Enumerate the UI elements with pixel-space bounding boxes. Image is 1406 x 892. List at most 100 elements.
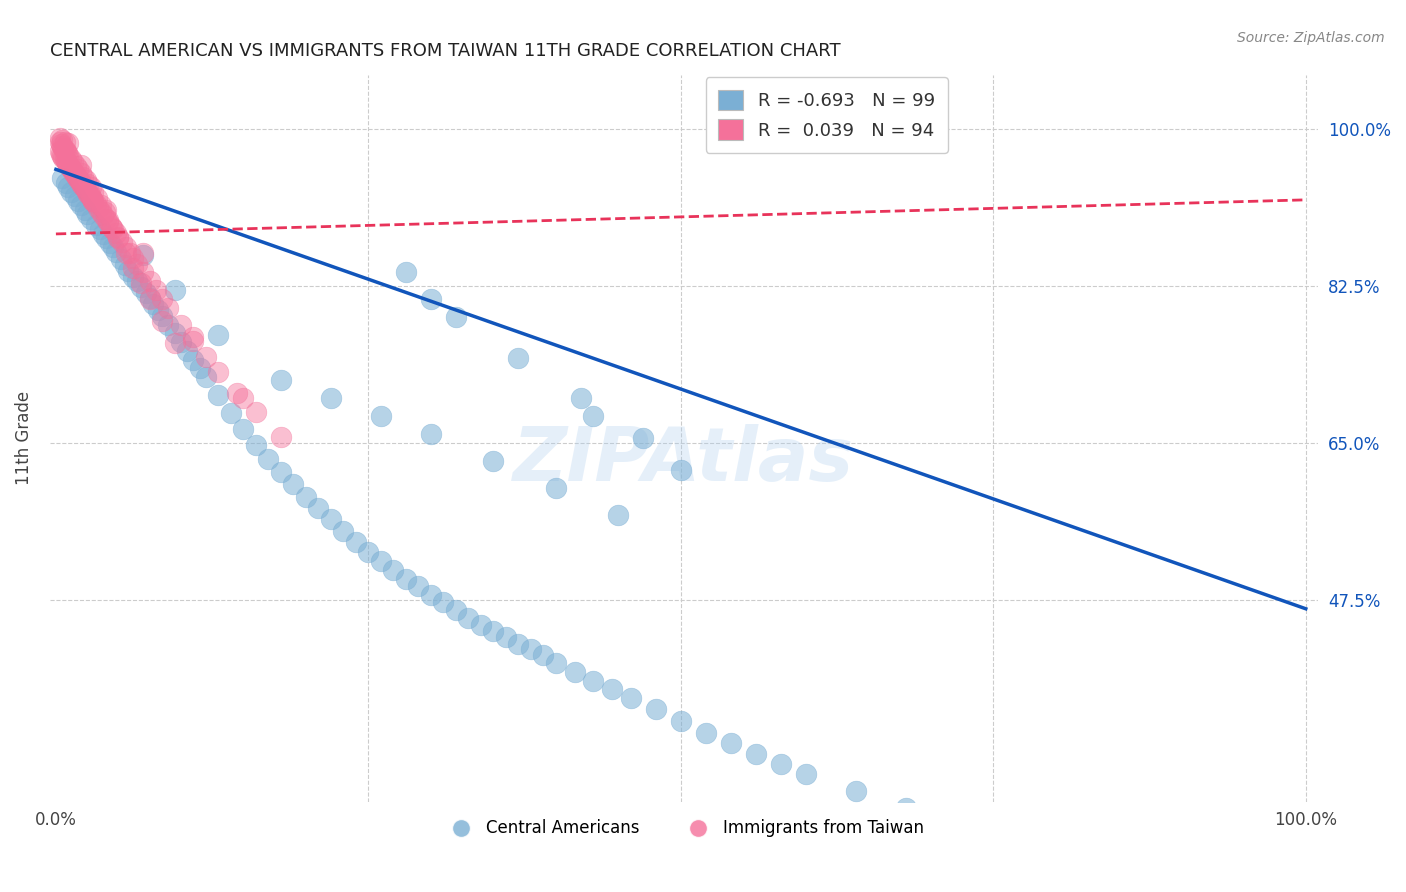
Point [470, 618, 492, 632]
Point [103, 222, 125, 236]
Text: ZIPAtlas: ZIPAtlas [513, 424, 855, 497]
Point [183, 330, 205, 344]
Point [75, 183, 97, 197]
Point [142, 297, 165, 311]
Point [157, 301, 180, 316]
Point [395, 572, 418, 586]
Point [127, 256, 149, 270]
Point [163, 326, 186, 341]
Point [245, 405, 267, 419]
Point [80, 211, 103, 226]
Point [84, 197, 107, 211]
Point [87, 201, 110, 215]
Point [319, 512, 342, 526]
Point [138, 293, 160, 307]
Point [73, 181, 96, 195]
Point [80, 180, 103, 194]
Point [90, 198, 112, 212]
Point [482, 454, 505, 468]
Point [176, 344, 198, 359]
Point [633, 431, 655, 445]
Point [56, 146, 79, 161]
Point [86, 191, 108, 205]
Point [495, 631, 517, 645]
Text: CENTRAL AMERICAN VS IMMIGRANTS FROM TAIWAN 11TH GRADE CORRELATION CHART: CENTRAL AMERICAN VS IMMIGRANTS FROM TAIW… [49, 42, 841, 60]
Point [63, 189, 86, 203]
Point [77, 177, 100, 191]
Point [344, 534, 367, 549]
Point [432, 595, 454, 609]
Point [569, 391, 592, 405]
Point [94, 211, 117, 226]
Point [307, 501, 329, 516]
Point [219, 406, 242, 420]
Point [794, 766, 817, 780]
Point [89, 222, 111, 236]
Point [122, 251, 145, 265]
Point [232, 422, 254, 436]
Point [82, 194, 104, 208]
Point [207, 388, 229, 402]
Y-axis label: 11th Grade: 11th Grade [15, 392, 32, 485]
Point [129, 280, 152, 294]
Point [79, 188, 101, 202]
Point [93, 227, 115, 241]
Point [107, 229, 129, 244]
Point [357, 545, 380, 559]
Point [65, 159, 87, 173]
Point [419, 588, 441, 602]
Point [65, 169, 87, 183]
Point [58, 136, 80, 151]
Point [138, 275, 160, 289]
Point [283, 477, 305, 491]
Point [77, 186, 100, 201]
Point [207, 365, 229, 379]
Point [118, 245, 141, 260]
Point [73, 202, 96, 217]
Point [188, 361, 211, 376]
Legend: Central Americans, Immigrants from Taiwan: Central Americans, Immigrants from Taiwa… [437, 813, 931, 844]
Point [183, 353, 205, 368]
Point [72, 169, 94, 184]
Point [72, 179, 94, 194]
Point [607, 508, 630, 522]
Point [70, 198, 93, 212]
Point [129, 277, 152, 291]
Point [110, 252, 132, 266]
Point [70, 176, 93, 190]
Point [150, 293, 173, 307]
Point [58, 148, 80, 162]
Point [93, 208, 115, 222]
Point [97, 215, 120, 229]
Point [122, 270, 145, 285]
Point [419, 426, 441, 441]
Point [183, 334, 205, 348]
Point [67, 162, 90, 177]
Point [49, 137, 72, 152]
Point [582, 409, 605, 423]
Point [145, 284, 167, 298]
Point [444, 310, 467, 325]
Point [48, 131, 70, 145]
Point [52, 151, 75, 165]
Point [894, 801, 917, 815]
Point [332, 524, 354, 538]
Point [49, 147, 72, 161]
Point [70, 166, 93, 180]
Point [395, 265, 418, 279]
Point [508, 351, 530, 365]
Point [107, 231, 129, 245]
Point [132, 265, 155, 279]
Point [66, 170, 89, 185]
Point [104, 226, 127, 240]
Point [319, 391, 342, 405]
Point [419, 293, 441, 307]
Point [62, 165, 84, 179]
Point [257, 452, 280, 467]
Point [444, 602, 467, 616]
Point [58, 158, 80, 172]
Point [520, 642, 543, 657]
Point [94, 231, 117, 245]
Point [669, 714, 692, 728]
Point [620, 691, 643, 706]
